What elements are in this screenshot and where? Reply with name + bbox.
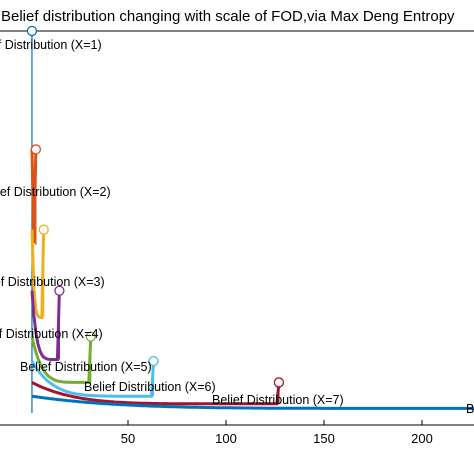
series-line bbox=[31, 394, 474, 410]
series-4 bbox=[30, 285, 65, 361]
x-tick-label: 100 bbox=[215, 431, 237, 446]
series-line bbox=[30, 360, 155, 398]
annotation-x2: Belief Distribution (X=2) bbox=[0, 185, 111, 199]
series-8 bbox=[31, 394, 474, 410]
series-marker bbox=[30, 144, 42, 155]
series-marker bbox=[85, 331, 96, 342]
x-tick-label: 200 bbox=[411, 431, 433, 446]
series-line bbox=[30, 336, 93, 384]
annotation-x5: Belief Distribution (X=5) bbox=[20, 360, 152, 374]
annotation-x7: Belief Distribution (X=7) bbox=[212, 393, 344, 407]
series-marker bbox=[273, 377, 285, 388]
series-marker bbox=[38, 224, 49, 235]
series-5 bbox=[30, 331, 96, 384]
chart-title: Belief distribution changing with scale … bbox=[1, 8, 455, 25]
annotation-x4: Belief Distribution (X=4) bbox=[0, 327, 103, 341]
series-line bbox=[31, 381, 281, 406]
series-line bbox=[30, 229, 46, 320]
series-marker bbox=[148, 355, 159, 367]
x-tick-label: 150 bbox=[313, 431, 335, 446]
series-marker bbox=[54, 285, 65, 296]
annotation-x3: Belief Distribution (X=3) bbox=[0, 275, 105, 289]
series-line bbox=[30, 290, 61, 361]
x-tick-label: 50 bbox=[121, 431, 135, 446]
series-3 bbox=[30, 224, 49, 320]
x-ticks: 50100150200250 bbox=[121, 420, 433, 446]
series-1 bbox=[26, 25, 38, 413]
series-marker bbox=[26, 25, 38, 37]
series-layer bbox=[26, 25, 474, 413]
annotation-x8: Belief Distribution (X=8) bbox=[466, 402, 474, 416]
annotation-x1: Belief Distribution (X=1) bbox=[0, 38, 102, 52]
series-7 bbox=[31, 377, 285, 406]
series-6 bbox=[30, 355, 159, 398]
annotation-x6: Belief Distribution (X=6) bbox=[84, 380, 216, 394]
